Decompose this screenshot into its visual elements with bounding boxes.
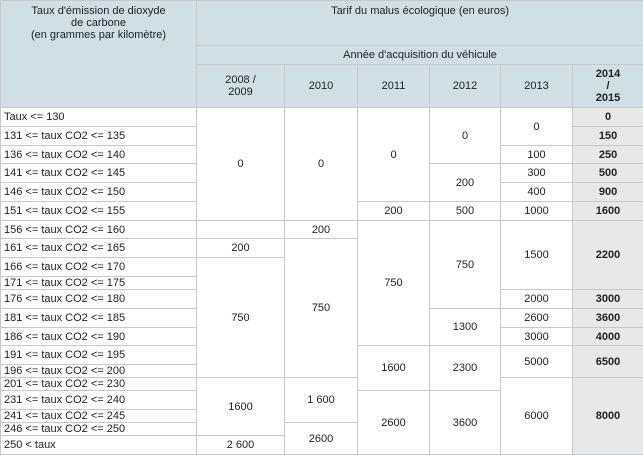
malus-value-cell: 3000 xyxy=(501,328,573,346)
malus-value-cell: 1300 xyxy=(430,309,501,346)
year-header-cell: 2011 xyxy=(358,65,430,108)
year-header-line: 2015 xyxy=(573,92,643,104)
malus-value-cell: 500 xyxy=(573,164,643,183)
malus-value-cell: 300 xyxy=(501,164,573,183)
malus-value-cell: 2 600 xyxy=(197,436,285,455)
rate-range-label: 156 <= taux CO2 <= 160 xyxy=(1,221,197,239)
malus-value-cell: 1600 xyxy=(573,202,643,221)
malus-value-cell: 750 xyxy=(358,221,430,346)
malus-value-cell: 750 xyxy=(430,221,501,309)
rate-column-header: Taux d'émission de dioxyde de carbone (e… xyxy=(1,1,197,108)
rate-range-label: 181 <= taux CO2 <= 185 xyxy=(1,309,197,328)
malus-value-cell: 750 xyxy=(285,239,358,378)
malus-value-cell: 1 600 xyxy=(285,378,358,423)
rate-range-label: 246 <= taux CO2 <= 250 xyxy=(1,423,197,436)
year-header-line: 2010 xyxy=(285,80,357,92)
rate-range-label: 161 <= taux CO2 <= 165 xyxy=(1,239,197,258)
malus-header: Tarif du malus écologique (en euros) xyxy=(197,1,643,46)
rate-range-label: 191 <= taux CO2 <= 195 xyxy=(1,346,197,365)
malus-value-cell: 2600 xyxy=(285,423,358,455)
rate-range-label: 146 <= taux CO2 <= 150 xyxy=(1,183,197,202)
rate-range-label: 166 <= taux CO2 <= 170 xyxy=(1,258,197,277)
malus-value-cell: 0 xyxy=(285,108,358,221)
rate-header-line: de carbone xyxy=(1,17,196,29)
malus-value-cell: 2000 xyxy=(501,290,573,309)
year-header-cell: 2014/2015 xyxy=(573,65,643,108)
malus-value-cell: 3600 xyxy=(430,391,501,455)
malus-value-cell: 2600 xyxy=(358,391,430,455)
malus-value-cell: 1500 xyxy=(501,221,573,290)
malus-value-cell: 200 xyxy=(358,202,430,221)
header-row-title: Taux d'émission de dioxyde de carbone (e… xyxy=(1,1,643,46)
malus-value-cell: 100 xyxy=(501,146,573,164)
rate-range-label: 136 <= taux CO2 <= 140 xyxy=(1,146,197,164)
year-header: Année d'acquisition du véhicule xyxy=(197,46,643,65)
malus-value-cell: 6000 xyxy=(501,378,573,455)
malus-value-cell: 150 xyxy=(573,127,643,146)
rate-range-label: 231 <= taux CO2 <= 240 xyxy=(1,391,197,410)
year-header-line: 2014 xyxy=(573,68,643,80)
year-header-line: 2008 / xyxy=(197,74,284,86)
malus-value-cell: 3600 xyxy=(573,309,643,328)
rate-range-label: Taux <= 130 xyxy=(1,108,197,127)
malus-value-cell: 1600 xyxy=(358,346,430,391)
malus-value-cell: 2600 xyxy=(501,309,573,328)
malus-value-cell: 3000 xyxy=(573,290,643,309)
year-header-cell: 2010 xyxy=(285,65,358,108)
malus-value-cell: 1600 xyxy=(197,378,285,436)
malus-value-cell: 200 xyxy=(430,164,501,202)
malus-value-cell: 0 xyxy=(573,108,643,127)
malus-value-cell: 0 xyxy=(501,108,573,146)
rate-range-label: 196 <= taux CO2 <= 200 xyxy=(1,365,197,378)
rate-range-label: 250 < taux xyxy=(1,436,197,455)
rate-range-label: 241 <= taux CO2 <= 245 xyxy=(1,410,197,423)
rate-range-label: 171 <= taux CO2 <= 175 xyxy=(1,277,197,290)
rate-range-label: 151 <= taux CO2 <= 155 xyxy=(1,202,197,221)
malus-value-cell: 900 xyxy=(573,183,643,202)
rate-range-label: 201 <= taux CO2 <= 230 xyxy=(1,378,197,391)
year-header-cell: 2008 /2009 xyxy=(197,65,285,108)
malus-value-cell: 6500 xyxy=(573,346,643,378)
year-header-line: / xyxy=(573,80,643,92)
malus-value-cell: 4000 xyxy=(573,328,643,346)
year-header-line: 2009 xyxy=(197,86,284,98)
malus-value-cell: 0 xyxy=(197,108,285,221)
malus-value-cell: 0 xyxy=(358,108,430,202)
malus-value-cell: 200 xyxy=(285,221,358,239)
rate-header-line: (en grammes par kilomètre) xyxy=(1,29,196,41)
rate-range-label: 176 <= taux CO2 <= 180 xyxy=(1,290,197,309)
malus-value-cell xyxy=(197,221,285,239)
malus-value-cell: 500 xyxy=(430,202,501,221)
rate-range-label: 131 <= taux CO2 <= 135 xyxy=(1,127,197,146)
malus-value-cell: 250 xyxy=(573,146,643,164)
year-header-line: 2012 xyxy=(430,80,500,92)
malus-value-cell: 5000 xyxy=(501,346,573,378)
year-header-line: 2013 xyxy=(501,80,572,92)
malus-value-cell: 2300 xyxy=(430,346,501,391)
rate-range-label: 141 <= taux CO2 <= 145 xyxy=(1,164,197,183)
malus-value-cell: 200 xyxy=(197,239,285,258)
malus-value-cell: 0 xyxy=(430,108,501,164)
malus-value-cell: 750 xyxy=(197,258,285,378)
year-header-line: 2011 xyxy=(358,80,429,92)
malus-value-cell: 400 xyxy=(501,183,573,202)
malus-value-cell: 2200 xyxy=(573,221,643,290)
malus-value-cell: 8000 xyxy=(573,378,643,455)
malus-value-cell: 1000 xyxy=(501,202,573,221)
rate-range-label: 186 <= taux CO2 <= 190 xyxy=(1,328,197,346)
year-header-cell: 2012 xyxy=(430,65,501,108)
rate-header-line: Taux d'émission de dioxyde xyxy=(1,5,196,17)
year-header-cell: 2013 xyxy=(501,65,573,108)
